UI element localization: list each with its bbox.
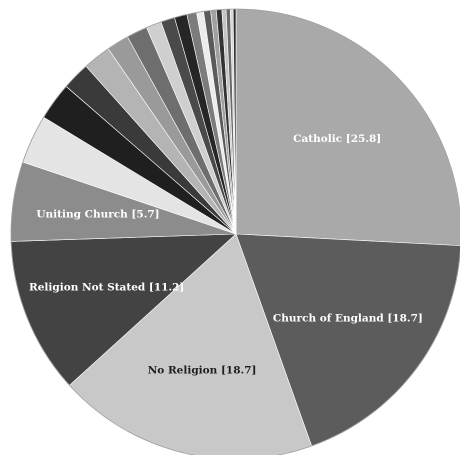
slice-label: Uniting Church [5.7]: [36, 209, 159, 221]
slice-label: Religion Not Stated [11.2]: [29, 281, 184, 293]
pie-slice: [235, 8, 460, 246]
slice-labels: Catholic [25.8] Church of England [18.7] N…: [29, 133, 423, 376]
pie-slices: [10, 8, 460, 455]
pie-outline: [10, 8, 460, 455]
slice-label: Church of England [18.7]: [273, 312, 423, 324]
slice-label: No Religion [18.7]: [148, 364, 257, 376]
slice-label: Catholic [25.8]: [293, 133, 381, 145]
